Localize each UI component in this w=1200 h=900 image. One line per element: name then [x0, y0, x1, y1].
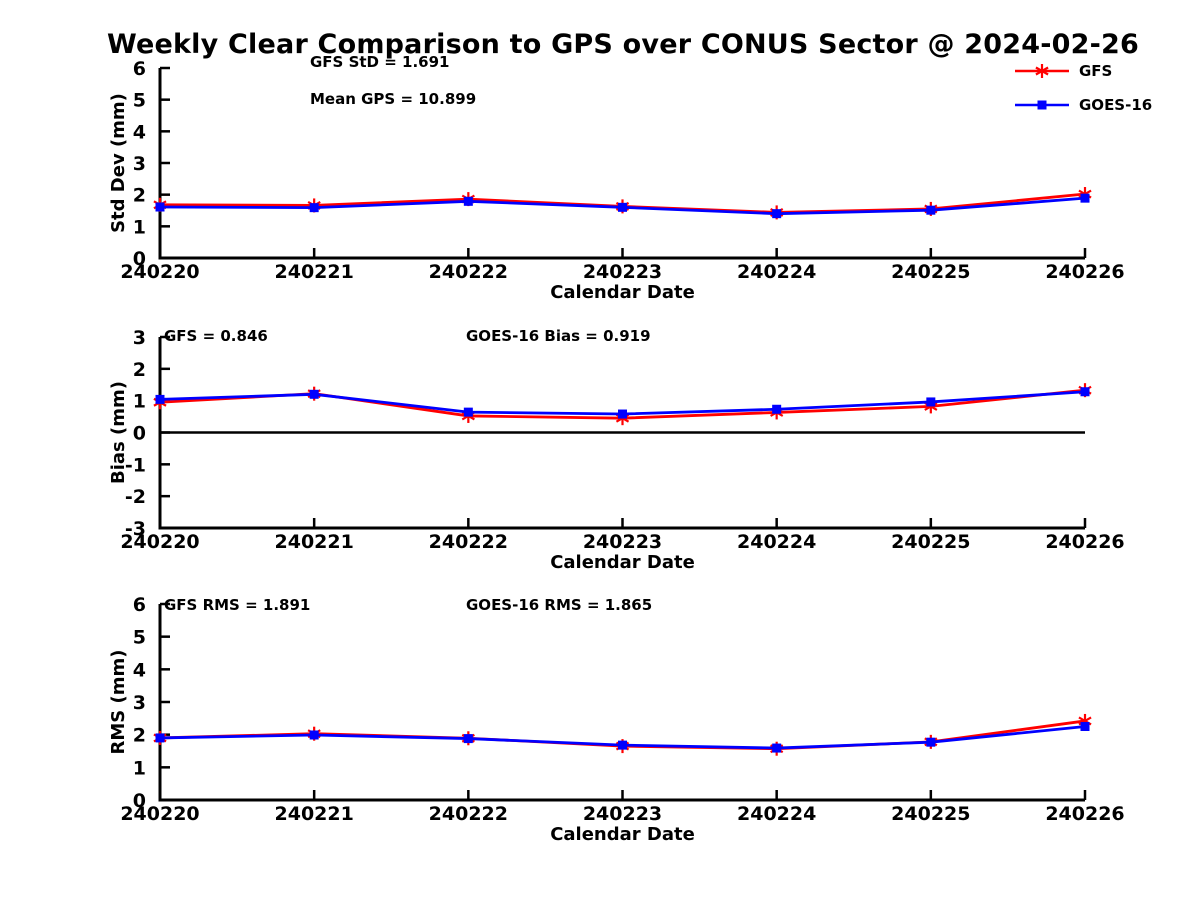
x-tick-label: 240225	[891, 531, 970, 553]
goes-16-marker	[463, 196, 473, 206]
x-tick-label: 240225	[891, 261, 970, 283]
y-axis-label: Std Dev (mm)	[108, 93, 129, 233]
y-tick-label: 0	[133, 423, 146, 445]
y-tick-label: 1	[133, 757, 146, 779]
x-tick-label: 240222	[429, 803, 508, 825]
y-tick-label: 0	[133, 248, 146, 270]
x-tick-label: 240224	[737, 531, 816, 553]
goes-16-marker	[618, 409, 627, 419]
goes-16-marker	[155, 202, 165, 212]
y-tick-label: -2	[125, 486, 146, 508]
annotation-std-dev-1: Mean GPS = 10.899	[310, 90, 476, 108]
chart-title: Weekly Clear Comparison to GPS over CONU…	[106, 29, 1140, 60]
y-tick-label: 1	[133, 216, 146, 238]
y-tick-label: 5	[133, 90, 146, 112]
y-tick-label: 2	[133, 359, 146, 381]
x-tick-label: 240224	[737, 261, 816, 283]
goes-16-marker	[155, 394, 165, 404]
goes16-line-marker-icon	[1015, 100, 1069, 110]
goes-16-marker	[926, 397, 936, 407]
x-tick-label: 240226	[1045, 803, 1124, 825]
legend-label-gfs: GFS	[1079, 62, 1113, 80]
gfs-line-marker-icon	[1015, 64, 1069, 78]
y-tick-label: 6	[133, 594, 146, 616]
goes-16-marker	[772, 743, 782, 753]
annotation-rms-0: GFS RMS = 1.891	[164, 596, 310, 614]
x-tick-label: 240220	[120, 531, 199, 553]
goes-16-marker	[309, 203, 319, 213]
legend-marker	[1037, 100, 1047, 110]
goes-16-marker	[772, 404, 782, 414]
y-tick-label: 3	[133, 692, 146, 714]
x-tick-label: 240221	[275, 803, 354, 825]
goes-16-marker	[926, 737, 936, 747]
x-tick-label: 240220	[120, 261, 199, 283]
y-tick-label: 3	[133, 327, 146, 349]
goes-16-marker	[618, 740, 627, 750]
y-tick-label: 1	[133, 391, 146, 413]
legend-label-goes16: GOES-16	[1079, 96, 1153, 114]
y-tick-label: 0	[133, 790, 146, 812]
x-axis-label: Calendar Date	[550, 282, 695, 303]
y-tick-label: 2	[133, 185, 146, 207]
legend: GFS GOES-16	[1013, 62, 1152, 114]
goes-16-marker	[309, 730, 319, 740]
x-axis-label: Calendar Date	[550, 552, 695, 573]
x-tick-label: 240223	[583, 803, 662, 825]
x-axis-label: Calendar Date	[550, 824, 695, 845]
x-tick-label: 240223	[583, 531, 662, 553]
y-tick-label: 2	[133, 725, 146, 747]
x-tick-label: 240224	[737, 803, 816, 825]
annotation-rms-1: GOES-16 RMS = 1.865	[466, 596, 652, 614]
goes-16-marker	[618, 202, 627, 212]
y-axis-label: RMS (mm)	[108, 650, 129, 755]
y-tick-label: 4	[133, 121, 146, 143]
x-tick-label: 240225	[891, 803, 970, 825]
axis-spines	[158, 68, 1085, 260]
legend-marker	[1035, 64, 1049, 78]
goes-16-marker	[926, 205, 936, 215]
axis-spines	[158, 604, 1085, 802]
x-tick-label: 240222	[429, 261, 508, 283]
goes-16-marker	[463, 734, 473, 744]
goes-16-marker	[309, 389, 319, 399]
legend-item-goes16: GOES-16	[1013, 96, 1152, 114]
x-tick-label: 240221	[275, 531, 354, 553]
goes-16-marker	[463, 407, 473, 417]
x-tick-label: 240226	[1045, 261, 1124, 283]
goes-16-marker	[1080, 193, 1090, 203]
y-tick-label: 3	[133, 153, 146, 175]
x-tick-label: 240223	[583, 261, 662, 283]
y-tick-label: -1	[125, 454, 146, 476]
annotation-std-dev-0: GFS StD = 1.691	[310, 53, 449, 71]
goes-16-marker	[1080, 387, 1090, 397]
y-tick-label: 6	[133, 58, 146, 80]
x-tick-label: 240221	[275, 261, 354, 283]
y-tick-label: 4	[133, 659, 146, 681]
legend-item-gfs: GFS	[1013, 62, 1152, 80]
annotation-bias-0: GFS = 0.846	[164, 327, 268, 345]
x-tick-label: 240220	[120, 803, 199, 825]
goes-16-marker	[155, 733, 165, 743]
y-tick-label: 5	[133, 627, 146, 649]
annotation-bias-1: GOES-16 Bias = 0.919	[466, 327, 651, 345]
goes-16-marker	[1080, 722, 1090, 731]
goes-16-marker	[772, 209, 782, 219]
x-tick-label: 240226	[1045, 531, 1124, 553]
y-axis-label: Bias (mm)	[108, 381, 129, 484]
x-tick-label: 240222	[429, 531, 508, 553]
y-tick-label: -3	[125, 518, 146, 540]
